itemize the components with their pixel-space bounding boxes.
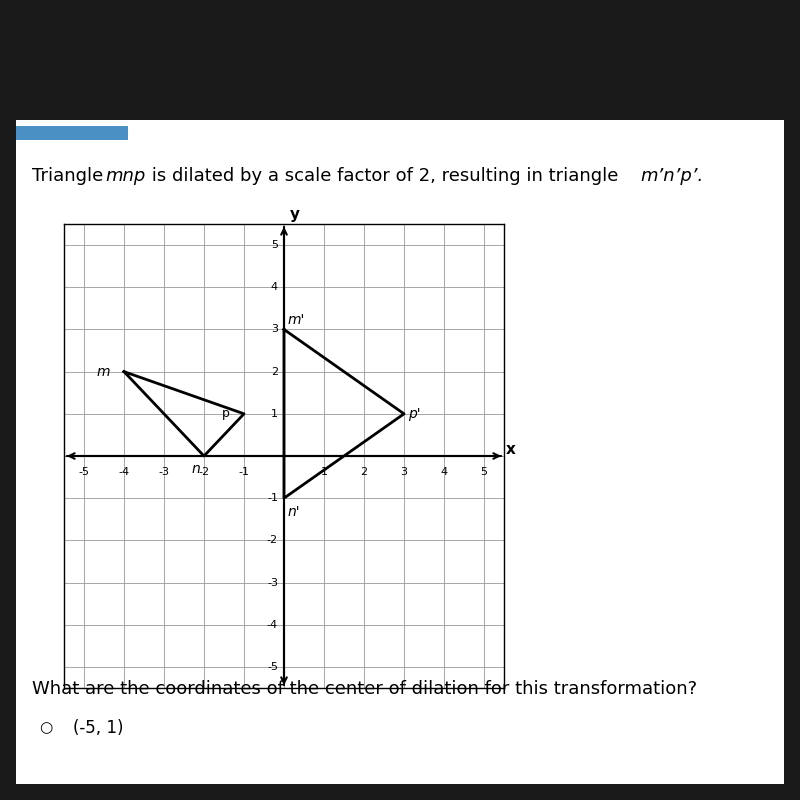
Text: 1: 1 (271, 409, 278, 419)
Text: -2: -2 (267, 535, 278, 546)
Text: 3: 3 (401, 466, 407, 477)
Text: 5: 5 (271, 240, 278, 250)
Text: p: p (222, 407, 230, 420)
Text: -3: -3 (158, 466, 170, 477)
Text: -1: -1 (238, 466, 250, 477)
Text: -4: -4 (267, 620, 278, 630)
Text: 1: 1 (321, 466, 327, 477)
Text: -2: -2 (198, 466, 210, 477)
Text: -1: -1 (267, 493, 278, 503)
Text: Triangle: Triangle (31, 167, 109, 185)
Text: n: n (191, 462, 200, 476)
Text: 5: 5 (481, 466, 487, 477)
Text: 2: 2 (361, 466, 367, 477)
Text: 3: 3 (271, 325, 278, 334)
Text: (-5, 1): (-5, 1) (73, 719, 123, 737)
Text: -5: -5 (267, 662, 278, 672)
Text: -4: -4 (118, 466, 130, 477)
Text: 4: 4 (441, 466, 447, 477)
Text: What are the coordinates of the center of dilation for this transformation?: What are the coordinates of the center o… (31, 680, 697, 698)
Text: n': n' (288, 505, 301, 518)
Text: -3: -3 (267, 578, 278, 587)
Text: mnp: mnp (106, 167, 146, 185)
Text: m': m' (288, 314, 306, 327)
Text: 2: 2 (271, 366, 278, 377)
Text: 4: 4 (271, 282, 278, 292)
Text: m’n’p’.: m’n’p’. (641, 167, 704, 185)
Text: is dilated by a scale factor of 2, resulting in triangle: is dilated by a scale factor of 2, resul… (146, 167, 624, 185)
Text: m: m (97, 365, 110, 378)
Text: ○: ○ (39, 721, 52, 735)
Text: p': p' (408, 407, 421, 421)
Text: y: y (290, 207, 300, 222)
Text: -5: -5 (78, 466, 90, 477)
Text: x: x (506, 442, 516, 457)
